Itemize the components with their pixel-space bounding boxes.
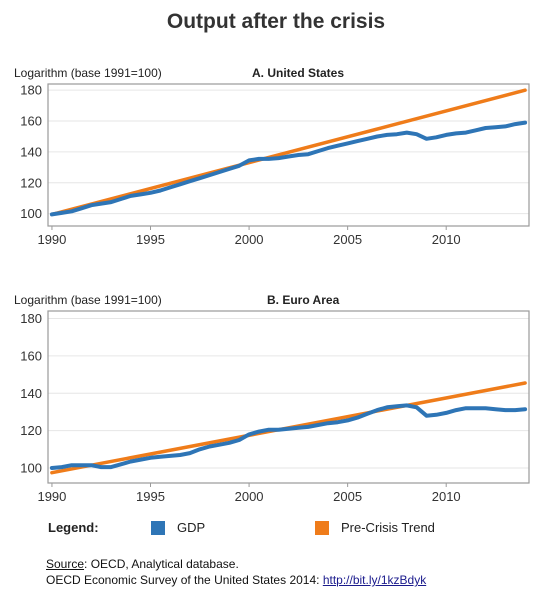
- panel-b-ytick-180: 180: [20, 311, 42, 326]
- panel-b-ytick-160: 160: [20, 348, 42, 363]
- panel-a-series-gdp-line: [49, 120, 528, 217]
- panel-a-ylabel: Logarithm (base 1991=100): [14, 66, 162, 80]
- panel-a-ytick-160: 160: [20, 114, 42, 129]
- legend-gdp-label: GDP: [177, 520, 206, 535]
- panel-b-title: B. Euro Area: [267, 293, 340, 307]
- panel-b-plot: 100 120 140 160 180 1990 1995 2000 2005 2010: [20, 310, 530, 504]
- legend-title: Legend:: [48, 520, 99, 535]
- source-prefix: Source: [46, 557, 85, 571]
- panel-a-xtick-2000: 2000: [235, 232, 264, 247]
- source-line2: OECD Economic Survey of the United State…: [46, 573, 323, 587]
- panel-a-series-trend-line: [50, 88, 527, 217]
- panel-b-ytick-100: 100: [20, 461, 42, 476]
- panel-b-series-gdp-line: [49, 403, 528, 470]
- panel-a-frame: [47, 83, 530, 227]
- source-text: : OECD, Analytical database.: [84, 557, 239, 571]
- panel-a-xtick-2005: 2005: [333, 232, 362, 247]
- panel-a-ytick-140: 140: [20, 144, 42, 159]
- panel-b-xtick-2005: 2005: [333, 489, 362, 504]
- legend: Legend: GDP Pre-Crisis Trend: [48, 519, 528, 539]
- panel-a-xtick-2010: 2010: [432, 232, 461, 247]
- page-title: Output after the crisis: [166, 10, 386, 33]
- source-note: Source: OECD, Analytical database. OECD …: [46, 556, 426, 588]
- panel-b-ytick-120: 120: [20, 423, 42, 438]
- panel-a-plot: 100 120 140 160 180 1990 1995 2000 2005 2010: [20, 83, 530, 247]
- legend-gdp-swatch: [151, 521, 165, 535]
- panel-b-xtick-2010: 2010: [432, 489, 461, 504]
- panel-a-title: A. United States: [252, 66, 344, 80]
- panel-b-ytick-140: 140: [20, 386, 42, 401]
- panel-a-xtick-1990: 1990: [37, 232, 66, 247]
- panel-a-ytick-100: 100: [20, 206, 42, 221]
- panel-b-xtick-2000: 2000: [235, 489, 264, 504]
- panel-b-frame: [47, 310, 530, 484]
- panel-b-ylabel: Logarithm (base 1991=100): [14, 293, 162, 307]
- source-link[interactable]: http://bit.ly/1kzBdyk: [322, 573, 427, 587]
- panel-a-ytick-120: 120: [20, 175, 42, 190]
- panel-b-xtick-1995: 1995: [136, 489, 165, 504]
- legend-trend-label: Pre-Crisis Trend: [341, 520, 435, 535]
- panel-a-ytick-180: 180: [20, 83, 42, 98]
- legend-trend-swatch: [315, 521, 329, 535]
- panel-a-xtick-1995: 1995: [136, 232, 165, 247]
- panel-b-xtick-1990: 1990: [37, 489, 66, 504]
